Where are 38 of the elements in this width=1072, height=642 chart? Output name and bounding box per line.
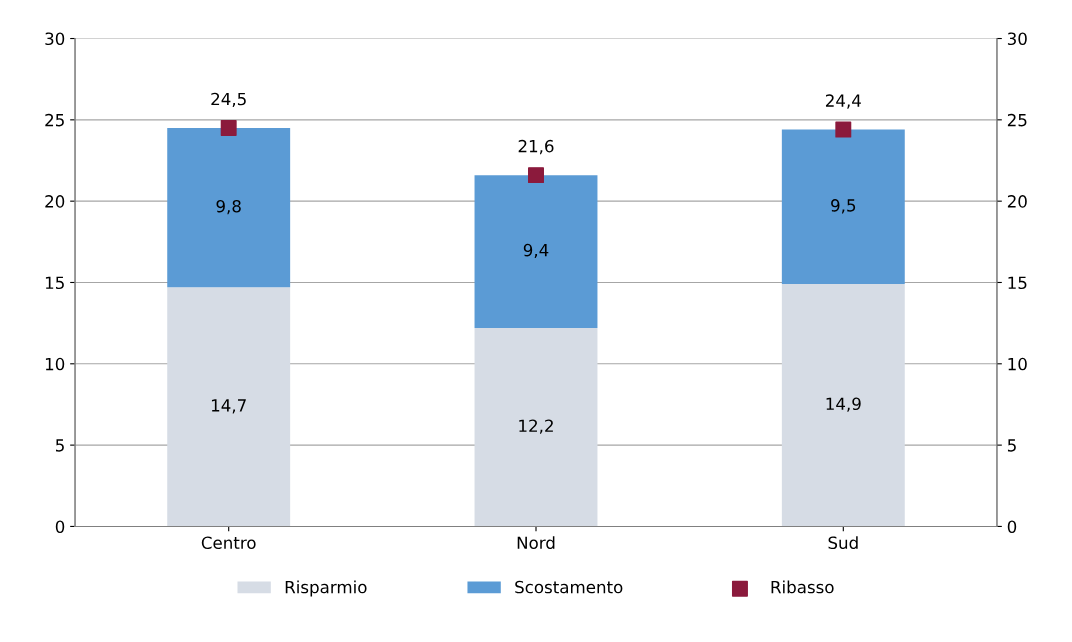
y2-tick-label: 30: [1007, 32, 1027, 46]
bar: [474, 328, 598, 527]
x-tick-label: Nord: [517, 536, 555, 550]
legend-label: Risparmio: [285, 580, 367, 597]
y2-tick-label: 15: [1008, 276, 1027, 290]
x-tick-label: Centro: [201, 536, 256, 550]
data-label: 9,5: [831, 199, 856, 214]
bar: [474, 175, 598, 329]
y-tick-label: 5: [56, 439, 64, 452]
x-tick-label: Sud: [828, 536, 858, 550]
data-label: 24,4: [825, 94, 861, 109]
legend-label: Ribasso: [771, 580, 834, 594]
y-tick-label: 0: [55, 520, 65, 534]
bar: [167, 287, 291, 527]
data-label: 14,9: [826, 397, 861, 412]
point: [835, 121, 852, 138]
y2-tick-label: 25: [1007, 113, 1027, 127]
data-label: 9,8: [216, 199, 241, 215]
y-tick-label: 15: [45, 276, 64, 290]
data-label: 24,5: [211, 92, 246, 107]
data-label: 12,2: [519, 419, 553, 434]
bar: [781, 129, 905, 285]
point: [528, 167, 544, 184]
bar: [781, 284, 905, 527]
y2-tick-label: 5: [1007, 439, 1016, 452]
point: [220, 119, 237, 136]
data-label: 9,4: [523, 243, 549, 259]
y-tick-label: 25: [45, 113, 64, 127]
data-label: 21,6: [518, 139, 554, 155]
y2-tick-label: 0: [1007, 520, 1017, 534]
y-tick-label: 10: [45, 357, 65, 371]
y2-tick-label: 20: [1007, 195, 1027, 208]
legend-label: Scostamento: [515, 580, 623, 594]
bar: [167, 127, 291, 288]
y-tick-label: 30: [45, 32, 65, 46]
y-tick-label: 20: [45, 195, 65, 208]
data-label: 14,7: [211, 399, 246, 414]
y2-tick-label: 10: [1008, 357, 1027, 371]
